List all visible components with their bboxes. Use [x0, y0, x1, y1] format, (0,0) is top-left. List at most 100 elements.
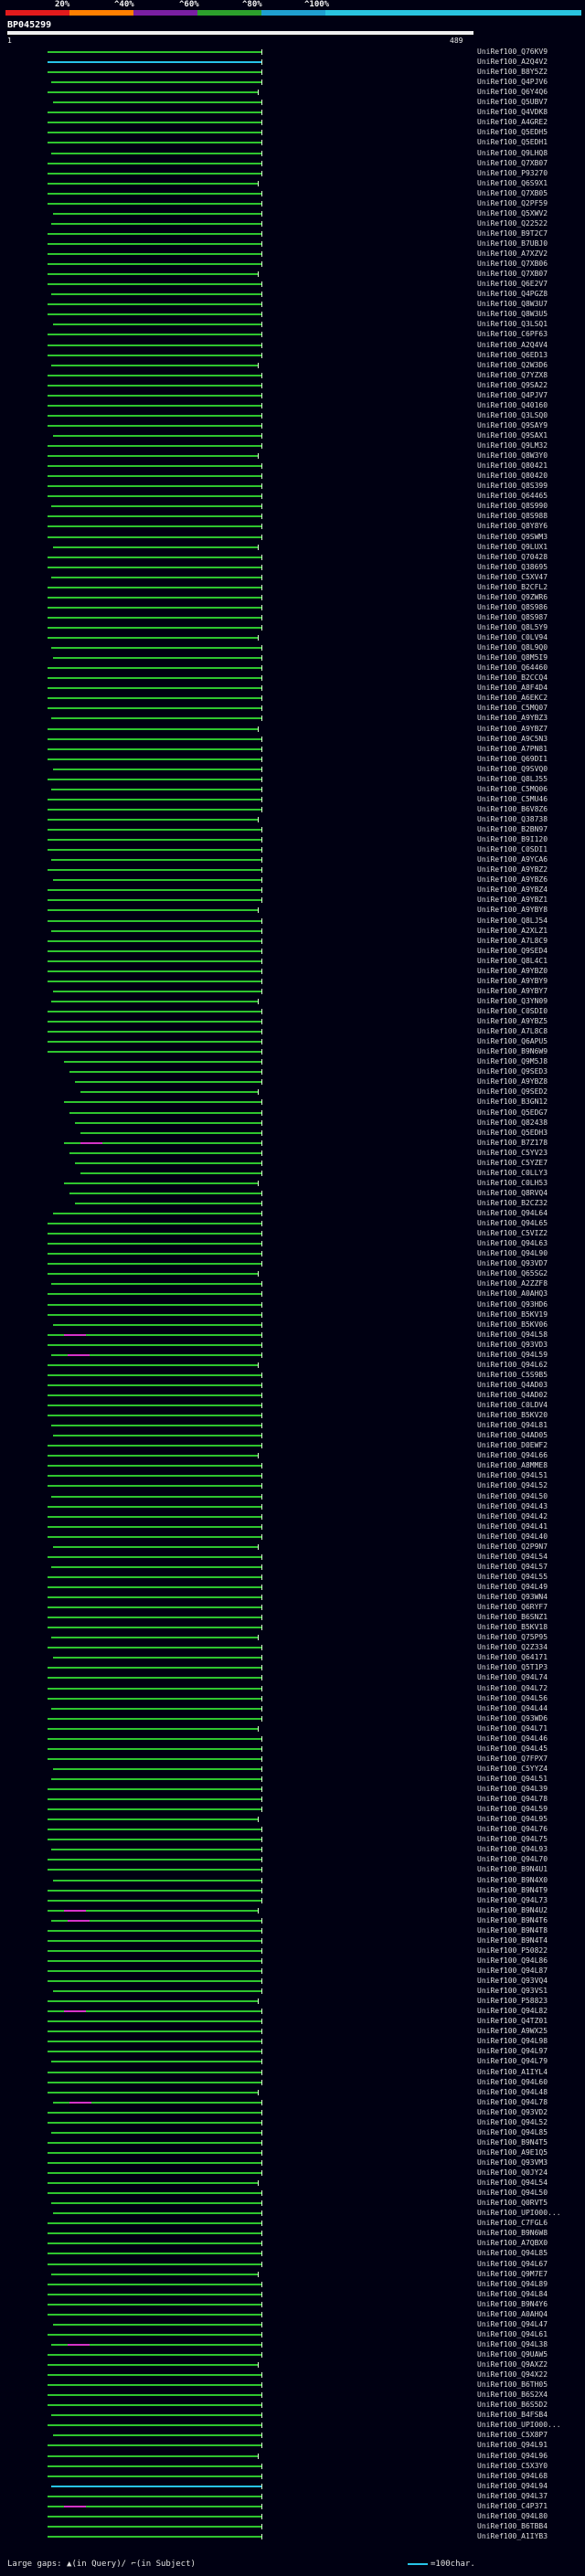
- hit-row[interactable]: UniRef100_B6V8Z6: [0, 805, 585, 814]
- hit-label[interactable]: UniRef100_Q94L82: [477, 2007, 548, 2016]
- hit-label[interactable]: UniRef100_Q76KV9: [477, 48, 548, 56]
- hit-label[interactable]: UniRef100_C4P371: [477, 2501, 548, 2510]
- hit-row[interactable]: UniRef100_C5MU46: [0, 795, 585, 804]
- hit-label[interactable]: UniRef100_Q94X22: [477, 2370, 548, 2380]
- hit-label[interactable]: UniRef100_A9YBY8: [477, 906, 548, 915]
- hit-label[interactable]: UniRef100_Q93HD6: [477, 1299, 548, 1309]
- hit-label[interactable]: UniRef100_Q94L58: [477, 1330, 548, 1339]
- hit-row[interactable]: UniRef100_Q76KV9: [0, 48, 585, 57]
- hit-label[interactable]: UniRef100_Q94L75: [477, 1835, 548, 1844]
- hit-row[interactable]: UniRef100_Q93VQ4: [0, 1977, 585, 1986]
- hit-row[interactable]: UniRef100_Q94L51: [0, 1775, 585, 1784]
- hit-label[interactable]: UniRef100_Q94L81: [477, 1421, 548, 1430]
- hit-label[interactable]: UniRef100_B5KV19: [477, 1309, 548, 1319]
- hit-label[interactable]: UniRef100_Q94L41: [477, 1521, 548, 1531]
- hit-row[interactable]: UniRef100_Q94L48: [0, 2088, 585, 2097]
- hit-row[interactable]: UniRef100_Q65SG2: [0, 1269, 585, 1278]
- hit-label[interactable]: UniRef100_Q94L61: [477, 2329, 548, 2338]
- hit-label[interactable]: UniRef100_Q94L55: [477, 1572, 548, 1581]
- hit-row[interactable]: UniRef100_C5YZE7: [0, 1159, 585, 1168]
- hit-row[interactable]: UniRef100_Q94L49: [0, 1583, 585, 1592]
- hit-row[interactable]: UniRef100_Q8S399: [0, 482, 585, 491]
- hit-label[interactable]: UniRef100_Q2Z334: [477, 1643, 548, 1652]
- hit-row[interactable]: UniRef100_Q4PJV6: [0, 78, 585, 87]
- hit-row[interactable]: UniRef100_Q94L60: [0, 2078, 585, 2087]
- hit-row[interactable]: UniRef100_Q94L57: [0, 1563, 585, 1572]
- hit-row[interactable]: UniRef100_Q93WN4: [0, 1593, 585, 1602]
- hit-row[interactable]: UniRef100_Q94L79: [0, 2057, 585, 2066]
- hit-label[interactable]: UniRef100_Q3YN09: [477, 996, 548, 1005]
- hit-label[interactable]: UniRef100_Q4TZ01: [477, 2017, 548, 2026]
- hit-label[interactable]: UniRef100_B6SNZ1: [477, 1613, 548, 1622]
- hit-label[interactable]: UniRef100_Q0RVT5: [477, 2199, 548, 2208]
- hit-row[interactable]: UniRef100_C0LLY3: [0, 1169, 585, 1178]
- hit-row[interactable]: UniRef100_B2BN97: [0, 825, 585, 834]
- hit-row[interactable]: UniRef100_C5VIZ2: [0, 1229, 585, 1238]
- hit-row[interactable]: UniRef100_Q94L55: [0, 1573, 585, 1582]
- hit-row[interactable]: UniRef100_A7QBX0: [0, 2239, 585, 2248]
- hit-label[interactable]: UniRef100_Q94L45: [477, 1744, 548, 1753]
- hit-row[interactable]: UniRef100_Q94L65: [0, 1219, 585, 1228]
- hit-label[interactable]: UniRef100_Q94L56: [477, 1693, 548, 1702]
- hit-label[interactable]: UniRef100_Q94L65: [477, 1219, 548, 1228]
- hit-row[interactable]: UniRef100_Q94L89: [0, 2280, 585, 2289]
- hit-row[interactable]: UniRef100_Q5T1P3: [0, 1663, 585, 1672]
- hit-row[interactable]: UniRef100_A2Q4V4: [0, 341, 585, 350]
- hit-label[interactable]: UniRef100_Q4AD05: [477, 1431, 548, 1440]
- hit-label[interactable]: UniRef100_Q2W3D6: [477, 360, 548, 369]
- hit-label[interactable]: UniRef100_C0SDI1: [477, 845, 548, 854]
- hit-row[interactable]: UniRef100_Q94L86: [0, 1956, 585, 1966]
- hit-label[interactable]: UniRef100_Q5EDH1: [477, 138, 548, 147]
- hit-label[interactable]: UniRef100_Q94L49: [477, 1583, 548, 1591]
- hit-row[interactable]: UniRef100_A7L8C9: [0, 937, 585, 946]
- hit-label[interactable]: UniRef100_Q93VS1: [477, 1987, 548, 1996]
- hit-label[interactable]: UniRef100_Q94L46: [477, 1733, 548, 1743]
- hit-label[interactable]: UniRef100_A2ZZF8: [477, 1279, 548, 1288]
- hit-row[interactable]: UniRef100_A9YBZ0: [0, 967, 585, 976]
- hit-label[interactable]: UniRef100_Q8M5I9: [477, 653, 548, 663]
- hit-label[interactable]: UniRef100_Q4PJV6: [477, 78, 548, 87]
- hit-label[interactable]: UniRef100_Q94L76: [477, 1825, 548, 1834]
- hit-row[interactable]: UniRef100_Q82438: [0, 1118, 585, 1128]
- hit-row[interactable]: UniRef100_A0AHQ4: [0, 2310, 585, 2319]
- hit-row[interactable]: UniRef100_Q9SWM3: [0, 533, 585, 542]
- hit-row[interactable]: UniRef100_P50822: [0, 1946, 585, 1956]
- hit-label[interactable]: UniRef100_B9N4X0: [477, 1875, 548, 1884]
- hit-label[interactable]: UniRef100_A9YBZ2: [477, 865, 548, 875]
- hit-label[interactable]: UniRef100_Q8L9Q0: [477, 643, 548, 652]
- hit-label[interactable]: UniRef100_Q6APU5: [477, 1037, 548, 1046]
- hit-row[interactable]: UniRef100_Q94L85: [0, 2128, 585, 2137]
- hit-label[interactable]: UniRef100_A9WX25: [477, 2027, 548, 2036]
- hit-row[interactable]: UniRef100_A2ZZF8: [0, 1279, 585, 1288]
- hit-label[interactable]: UniRef100_Q94L78: [477, 2097, 548, 2106]
- hit-row[interactable]: UniRef100_Q80421: [0, 461, 585, 471]
- hit-row[interactable]: UniRef100_Q7XB06: [0, 260, 585, 269]
- hit-label[interactable]: UniRef100_B9N6W8: [477, 2229, 548, 2238]
- hit-row[interactable]: UniRef100_Q22522: [0, 219, 585, 228]
- hit-row[interactable]: UniRef100_B9N4T4: [0, 1936, 585, 1945]
- hit-label[interactable]: UniRef100_B2CFL2: [477, 582, 548, 591]
- hit-label[interactable]: UniRef100_Q94L90: [477, 1249, 548, 1258]
- hit-label[interactable]: UniRef100_B6S2X4: [477, 2390, 548, 2400]
- hit-row[interactable]: UniRef100_A9YBY7: [0, 987, 585, 996]
- hit-label[interactable]: UniRef100_Q22522: [477, 218, 548, 228]
- hit-row[interactable]: UniRef100_B7Z178: [0, 1139, 585, 1148]
- hit-label[interactable]: UniRef100_Q8W3U5: [477, 310, 548, 319]
- hit-row[interactable]: UniRef100_Q94L67: [0, 2260, 585, 2269]
- hit-label[interactable]: UniRef100_Q5EDH3: [477, 1128, 548, 1137]
- hit-label[interactable]: UniRef100_Q94L85: [477, 2127, 548, 2136]
- hit-row[interactable]: UniRef100_Q94L80: [0, 2512, 585, 2521]
- hit-label[interactable]: UniRef100_A8F4D4: [477, 684, 548, 693]
- hit-label[interactable]: UniRef100_C0LLY3: [477, 1168, 548, 1177]
- hit-label[interactable]: UniRef100_Q82438: [477, 1118, 548, 1127]
- hit-row[interactable]: UniRef100_Q94L70: [0, 1855, 585, 1864]
- hit-label[interactable]: UniRef100_A2XLZ1: [477, 926, 548, 935]
- hit-label[interactable]: UniRef100_Q8W3U7: [477, 300, 548, 309]
- hit-row[interactable]: UniRef100_A9WX25: [0, 2027, 585, 2036]
- hit-label[interactable]: UniRef100_Q70428: [477, 552, 548, 561]
- hit-label[interactable]: UniRef100_Q7XB06: [477, 260, 548, 269]
- hit-row[interactable]: UniRef100_Q94L87: [0, 1966, 585, 1976]
- hit-row[interactable]: UniRef100_Q94L90: [0, 1249, 585, 1258]
- hit-label[interactable]: UniRef100_C5XV47: [477, 572, 548, 581]
- hit-label[interactable]: UniRef100_Q94L67: [477, 2259, 548, 2268]
